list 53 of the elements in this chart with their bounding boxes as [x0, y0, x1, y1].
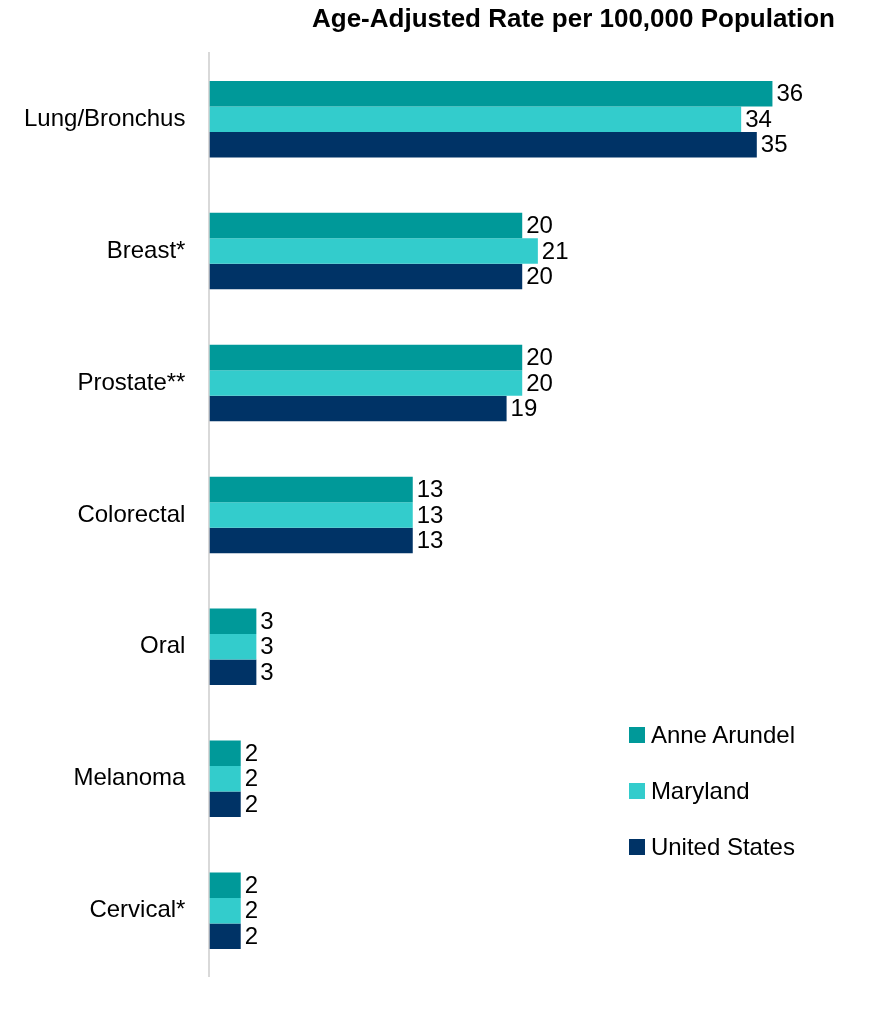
- y-tick-label: Lung/Bronchus: [24, 103, 186, 131]
- data-label: 13: [416, 475, 444, 503]
- bar: [209, 131, 757, 158]
- bar: [209, 659, 257, 686]
- bar: [209, 872, 241, 898]
- bar: [209, 212, 523, 239]
- y-tick-label: Prostate**: [77, 367, 186, 395]
- data-label: 13: [416, 500, 444, 528]
- bar: [209, 106, 742, 132]
- data-label: 2: [244, 789, 259, 817]
- bar: [209, 502, 413, 528]
- data-label: 36: [776, 79, 804, 107]
- bar: [209, 238, 538, 264]
- y-tick-label: Melanoma: [73, 763, 187, 791]
- bar: [209, 80, 773, 107]
- data-label: 2: [244, 870, 259, 898]
- data-label: 3: [260, 632, 274, 660]
- data-label: 35: [760, 130, 788, 158]
- chart-title: Age-Adjusted Rate per 100,000 Population: [311, 2, 835, 33]
- data-label: 3: [260, 657, 274, 685]
- y-tick-label: Cervical*: [89, 895, 186, 923]
- data-label: 20: [526, 343, 553, 371]
- data-label: 20: [526, 368, 553, 396]
- bar: [209, 791, 241, 817]
- data-label: 21: [541, 236, 569, 264]
- bar: [209, 608, 257, 635]
- bar: [209, 923, 241, 949]
- y-tick-label: Colorectal: [77, 499, 186, 527]
- bar: [209, 395, 507, 422]
- data-label: 34: [745, 104, 772, 132]
- data-label: 2: [244, 738, 259, 766]
- bar: [209, 344, 523, 371]
- bar: [209, 370, 523, 396]
- data-label: 13: [416, 526, 444, 554]
- y-tick-label: Breast*: [106, 235, 186, 263]
- bar: [209, 527, 413, 554]
- data-label: 20: [526, 262, 553, 290]
- y-tick-label: Oral: [140, 631, 186, 659]
- bar: [209, 740, 241, 766]
- legend-label: Maryland: [650, 777, 750, 805]
- legend-label: United States: [650, 833, 795, 861]
- bar: [209, 765, 241, 792]
- data-label: 2: [244, 921, 259, 949]
- bar: [209, 897, 241, 924]
- data-label: 2: [244, 896, 259, 924]
- data-label: 3: [260, 606, 274, 634]
- bar: [209, 476, 413, 503]
- bar: [209, 634, 257, 660]
- data-label: 2: [244, 764, 259, 792]
- bar: [209, 263, 523, 290]
- data-label: 20: [526, 211, 553, 239]
- data-label: 19: [510, 394, 538, 422]
- legend-label: Anne Arundel: [650, 721, 795, 749]
